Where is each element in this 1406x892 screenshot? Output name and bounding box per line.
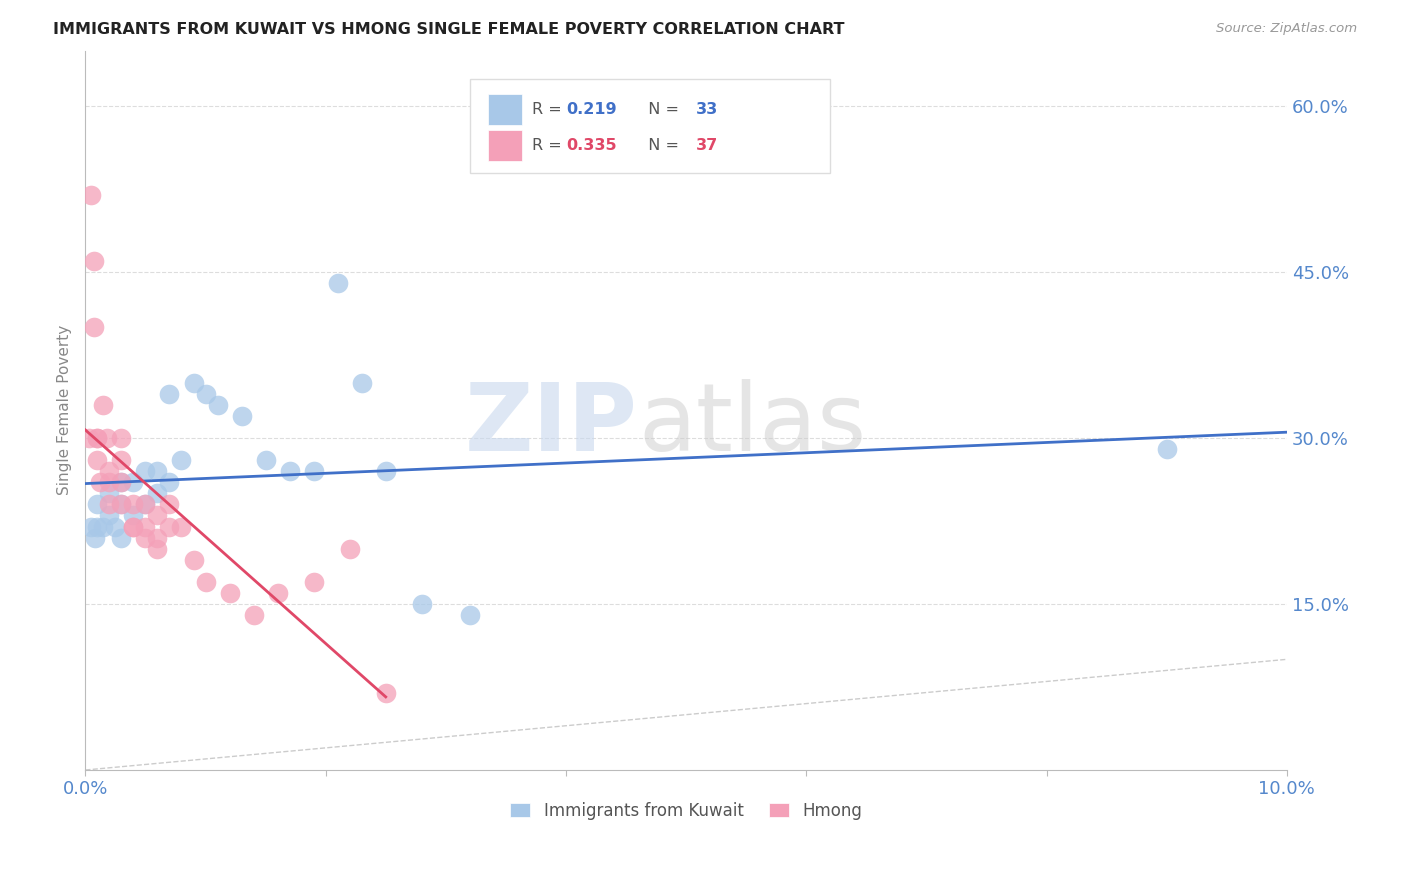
Point	[96, 431, 118, 445]
Point	[146, 541, 169, 556]
Point	[134, 497, 156, 511]
Point	[98, 464, 121, 478]
Text: 37: 37	[696, 138, 718, 153]
Point	[98, 475, 121, 490]
FancyBboxPatch shape	[488, 130, 522, 161]
Point	[110, 453, 132, 467]
Point	[339, 541, 361, 556]
Point	[170, 519, 193, 533]
Point	[254, 453, 277, 467]
Text: N =: N =	[638, 103, 685, 117]
Point	[110, 531, 132, 545]
FancyBboxPatch shape	[488, 94, 522, 126]
Point	[84, 531, 107, 545]
Text: IMMIGRANTS FROM KUWAIT VS HMONG SINGLE FEMALE POVERTY CORRELATION CHART: IMMIGRANTS FROM KUWAIT VS HMONG SINGLE F…	[53, 22, 845, 37]
Point	[134, 519, 156, 533]
Text: ZIP: ZIP	[465, 379, 638, 471]
Point	[266, 586, 288, 600]
Point	[86, 431, 108, 445]
Text: 0.219: 0.219	[567, 103, 617, 117]
Point	[93, 519, 115, 533]
Text: 33: 33	[696, 103, 718, 117]
FancyBboxPatch shape	[470, 79, 831, 173]
Point	[83, 320, 105, 334]
Text: Source: ZipAtlas.com: Source: ZipAtlas.com	[1216, 22, 1357, 36]
Point	[302, 464, 325, 478]
Point	[110, 497, 132, 511]
Text: N =: N =	[638, 138, 685, 153]
Point	[374, 685, 396, 699]
Point	[77, 431, 100, 445]
Point	[159, 475, 181, 490]
Point	[86, 453, 108, 467]
Point	[170, 453, 193, 467]
Point	[110, 475, 132, 490]
Point	[93, 398, 115, 412]
Point	[458, 608, 481, 623]
Point	[242, 608, 264, 623]
Y-axis label: Single Female Poverty: Single Female Poverty	[58, 326, 72, 495]
Point	[86, 519, 108, 533]
Point	[411, 597, 433, 611]
Point	[86, 431, 108, 445]
Point	[183, 553, 205, 567]
Point	[183, 376, 205, 390]
Point	[83, 254, 105, 268]
Point	[326, 276, 349, 290]
Point	[146, 486, 169, 500]
Point	[98, 497, 121, 511]
Point	[134, 531, 156, 545]
Point	[110, 431, 132, 445]
Point	[231, 409, 253, 423]
Point	[207, 398, 229, 412]
Point	[194, 386, 217, 401]
Point	[110, 497, 132, 511]
Text: R =: R =	[533, 103, 567, 117]
Point	[86, 497, 108, 511]
Text: R =: R =	[533, 138, 567, 153]
Point	[146, 531, 169, 545]
Point	[218, 586, 240, 600]
Point	[104, 519, 127, 533]
Point	[302, 574, 325, 589]
Point	[122, 508, 145, 523]
Point	[89, 475, 111, 490]
Point	[374, 464, 396, 478]
Point	[122, 497, 145, 511]
Point	[134, 464, 156, 478]
Legend: Immigrants from Kuwait, Hmong: Immigrants from Kuwait, Hmong	[503, 795, 869, 826]
Text: 0.335: 0.335	[567, 138, 617, 153]
Point	[350, 376, 373, 390]
Point	[278, 464, 301, 478]
Point	[98, 508, 121, 523]
Text: atlas: atlas	[638, 379, 866, 471]
Point	[98, 486, 121, 500]
Point	[122, 519, 145, 533]
Point	[122, 519, 145, 533]
Point	[1156, 442, 1178, 456]
Point	[80, 519, 103, 533]
Point	[159, 519, 181, 533]
Point	[134, 497, 156, 511]
Point	[159, 386, 181, 401]
Point	[159, 497, 181, 511]
Point	[122, 475, 145, 490]
Point	[110, 475, 132, 490]
Point	[194, 574, 217, 589]
Point	[146, 464, 169, 478]
Point	[146, 508, 169, 523]
Point	[80, 187, 103, 202]
